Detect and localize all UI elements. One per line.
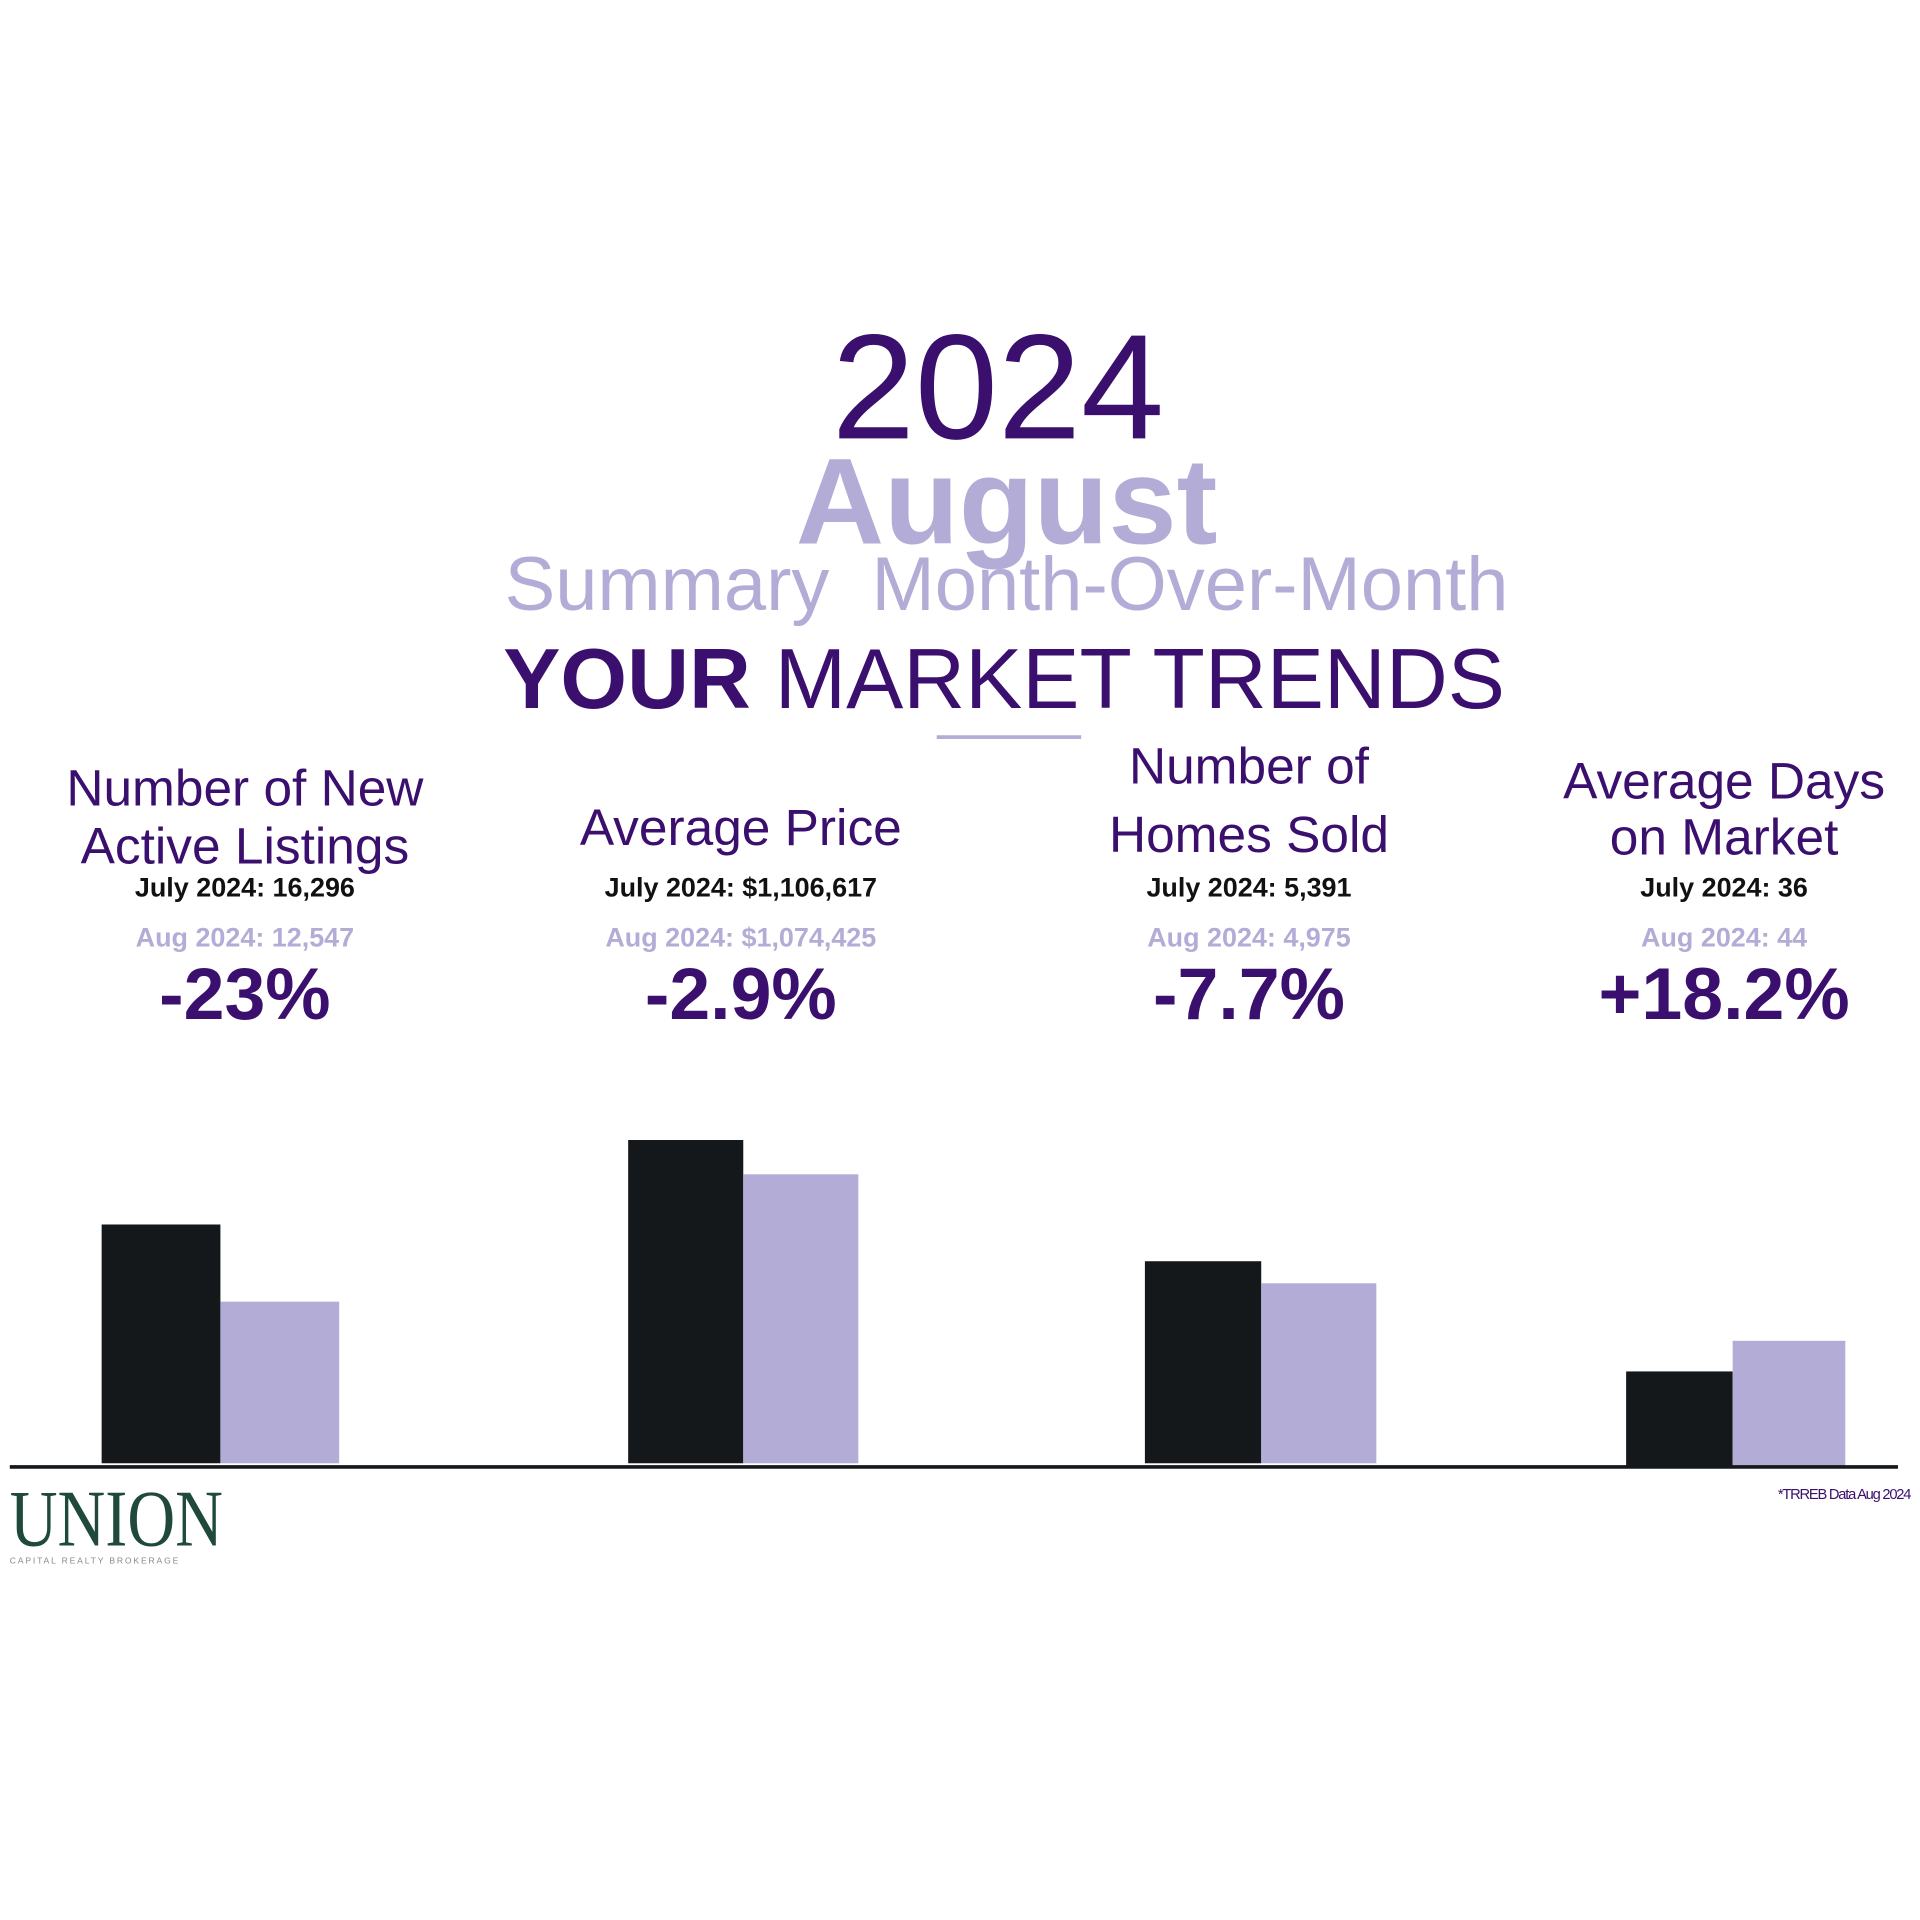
current-value: Aug 2024: $1,074,425 bbox=[605, 923, 876, 953]
metric-title: Homes Sold bbox=[1109, 805, 1389, 863]
bar-current bbox=[1261, 1283, 1377, 1464]
change-percent: +18.2% bbox=[1598, 952, 1849, 1035]
bars bbox=[101, 1140, 1846, 1466]
bar-prior bbox=[1626, 1371, 1733, 1466]
year: 2024 bbox=[832, 303, 1164, 470]
change-percent: -7.7% bbox=[1153, 952, 1345, 1035]
metric-title: Average Days bbox=[1563, 751, 1885, 809]
subtitle: Summary Month-Over-Month bbox=[505, 542, 1509, 627]
source-note: *TRREB Data Aug 2024 bbox=[1778, 1487, 1911, 1503]
headline-bold: YOUR bbox=[503, 631, 751, 727]
headline-rest: MARKET TRENDS bbox=[775, 631, 1505, 727]
bar-current bbox=[743, 1174, 859, 1464]
change-percent: -2.9% bbox=[645, 952, 837, 1035]
metric-title: Number of bbox=[1129, 737, 1370, 795]
prior-value: July 2024: 16,296 bbox=[135, 872, 355, 902]
logo-tagline: CAPITAL REALTY BROKERAGE bbox=[10, 1556, 180, 1566]
bar-current bbox=[1732, 1340, 1846, 1466]
prior-value: July 2024: 5,391 bbox=[1146, 872, 1351, 902]
prior-value: July 2024: $1,106,617 bbox=[605, 872, 877, 902]
month: August bbox=[796, 433, 1218, 570]
current-value: Aug 2024: 4,975 bbox=[1147, 923, 1351, 953]
metric-title: on Market bbox=[1610, 808, 1839, 866]
bar-prior bbox=[101, 1224, 221, 1464]
headline: YOUR MARKET TRENDS bbox=[503, 631, 1505, 727]
change-percent: -23% bbox=[159, 952, 330, 1035]
current-value: Aug 2024: 44 bbox=[1641, 923, 1807, 953]
bar-prior bbox=[628, 1140, 744, 1464]
metric-title: Number of New bbox=[66, 759, 424, 817]
bar-current bbox=[220, 1301, 340, 1464]
bar-prior bbox=[1144, 1261, 1262, 1464]
prior-value: July 2024: 36 bbox=[1640, 872, 1808, 902]
current-value: Aug 2024: 12,547 bbox=[136, 923, 355, 953]
metric-title: Active Listings bbox=[81, 816, 410, 874]
metric-title: Average Price bbox=[580, 798, 902, 856]
logo-name: UNION bbox=[10, 1474, 223, 1563]
